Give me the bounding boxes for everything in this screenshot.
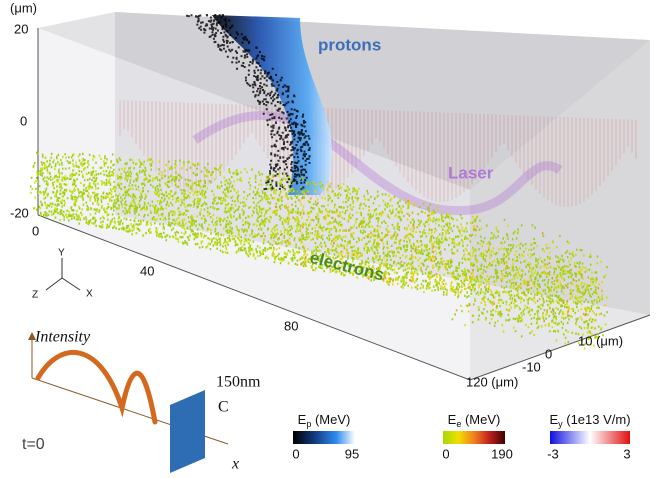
colorbar-symbol: E bbox=[549, 412, 558, 427]
colorbar-unit: (MeV) bbox=[461, 412, 500, 427]
colorbar-title: Ep (MeV) bbox=[298, 412, 351, 429]
colorbar-unit: (MeV) bbox=[311, 412, 350, 427]
laser-label: Laser bbox=[448, 163, 494, 182]
axis-bottom bbox=[37, 214, 651, 381]
electron-dots bbox=[258, 175, 606, 347]
z-tick: 10 (μm) bbox=[578, 333, 623, 348]
colorbar-symbol: E bbox=[448, 412, 457, 427]
colorbar-subscript: p bbox=[306, 419, 311, 429]
proton-band bbox=[212, 15, 332, 195]
colorbar bbox=[550, 431, 630, 444]
inset bbox=[28, 332, 229, 473]
inset-label: C bbox=[218, 399, 229, 416]
z-tick: 0 bbox=[545, 346, 552, 361]
axis-triad bbox=[45, 258, 81, 291]
electron-cloud bbox=[30, 151, 608, 350]
axis-unit: (μm) bbox=[10, 0, 37, 15]
colorbar-min: 0 bbox=[292, 446, 299, 461]
laser-pulse bbox=[192, 111, 563, 216]
laser-profile bbox=[35, 350, 158, 425]
triad-label: X bbox=[86, 289, 93, 300]
colorbar-title: Ey (1e13 V/m) bbox=[549, 412, 630, 429]
protons-label: protons bbox=[318, 35, 381, 54]
inset-label: Intensity bbox=[34, 329, 91, 346]
inset-label: 150nm bbox=[216, 374, 261, 391]
x-tick: 0 bbox=[32, 223, 39, 238]
colorbar bbox=[293, 431, 355, 444]
x-tick: 40 bbox=[140, 263, 154, 278]
inset-label: x bbox=[231, 456, 239, 473]
triad-x bbox=[61, 277, 81, 291]
v-tick: -20 bbox=[10, 205, 29, 220]
triad-label: Y bbox=[58, 248, 65, 259]
electron-dots bbox=[264, 175, 602, 323]
x-tick: 80 bbox=[284, 318, 298, 333]
colorbar-min: -3 bbox=[547, 446, 559, 461]
colorbar-unit: (1e13 V/m) bbox=[563, 412, 631, 427]
colorbar-symbol: E bbox=[298, 412, 307, 427]
colorbar-subscript: y bbox=[558, 419, 563, 429]
target-foil bbox=[170, 390, 205, 473]
v-tick: 0 bbox=[20, 113, 27, 128]
box-front bbox=[38, 28, 470, 380]
colorbar-max: 190 bbox=[491, 446, 513, 461]
colorbar-max: 3 bbox=[623, 446, 630, 461]
triad-z bbox=[45, 277, 63, 291]
colorbar-title: Ee (MeV) bbox=[448, 412, 501, 429]
colorbar-subscript: e bbox=[456, 419, 461, 429]
proton-bunch bbox=[186, 14, 332, 195]
z-tick: -10 bbox=[522, 359, 541, 374]
colorbar-min: 0 bbox=[442, 446, 449, 461]
colorbars: Ep (MeV) 0 95 Ee (MeV) 0 190 Ey (1e13 V/m) -3 3 bbox=[292, 412, 630, 461]
v-tick: 20 bbox=[14, 21, 28, 36]
colorbar bbox=[443, 431, 505, 444]
x-tick: 120 (μm) bbox=[466, 374, 518, 389]
colorbar-max: 95 bbox=[345, 446, 359, 461]
triad-label: Z bbox=[32, 290, 38, 301]
arrow-head bbox=[28, 332, 36, 340]
box-top bbox=[38, 12, 650, 190]
time-label: t=0 bbox=[22, 436, 45, 453]
proton-dots bbox=[186, 14, 311, 191]
